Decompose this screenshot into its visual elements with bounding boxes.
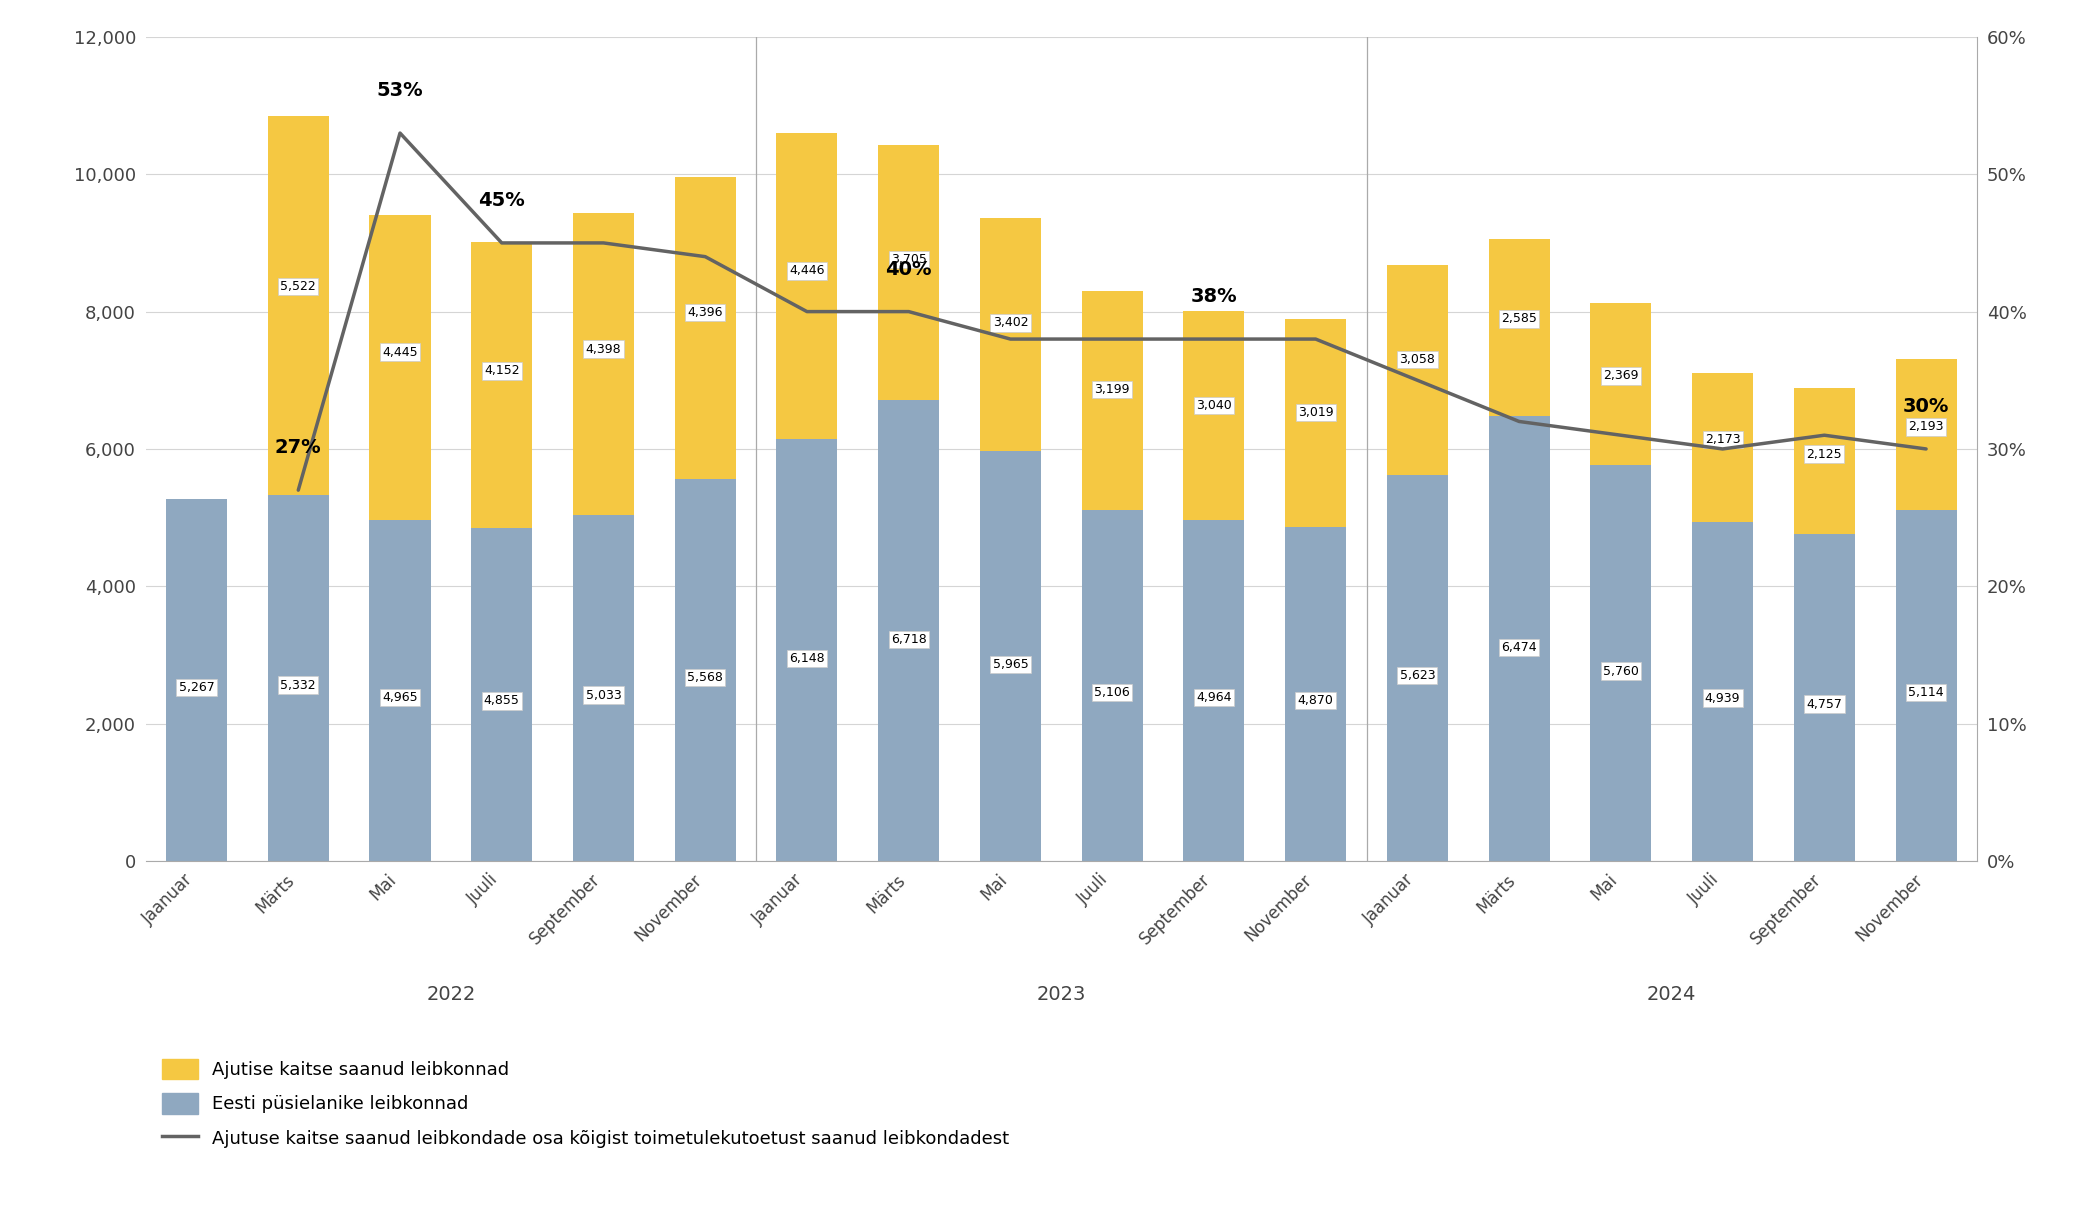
Bar: [776, 134, 837, 439]
Text: 5,760: 5,760: [1602, 664, 1640, 678]
Bar: [1896, 359, 1956, 509]
Bar: [1692, 373, 1752, 522]
Text: 2022: 2022: [427, 984, 477, 1004]
Text: 5,106: 5,106: [1095, 686, 1130, 699]
Bar: [878, 400, 939, 861]
Bar: [1896, 509, 1956, 861]
Bar: [1794, 534, 1854, 861]
Bar: [1082, 510, 1142, 861]
Bar: [1386, 264, 1448, 475]
Text: 3,199: 3,199: [1095, 383, 1130, 396]
Text: 3,705: 3,705: [891, 253, 926, 266]
Bar: [674, 177, 737, 478]
Text: 5,965: 5,965: [993, 658, 1028, 670]
Text: 27%: 27%: [275, 438, 323, 458]
Bar: [1692, 522, 1752, 861]
Text: 4,398: 4,398: [585, 343, 622, 355]
Text: 4,870: 4,870: [1299, 694, 1334, 707]
Bar: [1590, 303, 1652, 465]
Bar: [1386, 475, 1448, 861]
Bar: [572, 515, 635, 861]
Text: 6,718: 6,718: [891, 633, 926, 646]
Bar: [1184, 311, 1244, 520]
Bar: [1184, 520, 1244, 861]
Bar: [470, 528, 533, 861]
Text: 3,040: 3,040: [1197, 399, 1232, 412]
Text: 5,568: 5,568: [687, 670, 724, 684]
Text: 4,445: 4,445: [383, 346, 418, 359]
Text: 2,125: 2,125: [1806, 448, 1842, 460]
Text: 6,474: 6,474: [1500, 641, 1538, 654]
Text: 3,402: 3,402: [993, 316, 1028, 330]
Bar: [268, 116, 329, 494]
Text: 5,267: 5,267: [179, 681, 214, 694]
Bar: [878, 145, 939, 400]
Bar: [1590, 465, 1652, 861]
Bar: [776, 439, 837, 861]
Text: 5,332: 5,332: [281, 679, 316, 691]
Bar: [1286, 320, 1346, 526]
Text: 38%: 38%: [1190, 287, 1238, 306]
Text: 2,585: 2,585: [1500, 312, 1538, 325]
Text: 2,173: 2,173: [1704, 433, 1740, 446]
Text: 3,019: 3,019: [1299, 406, 1334, 419]
Bar: [572, 213, 635, 515]
Text: 4,152: 4,152: [485, 364, 520, 378]
Text: 4,939: 4,939: [1704, 691, 1740, 705]
Text: 30%: 30%: [1902, 397, 1950, 416]
Bar: [370, 520, 431, 861]
Text: 4,757: 4,757: [1806, 697, 1842, 711]
Bar: [1488, 417, 1550, 861]
Text: 4,855: 4,855: [483, 695, 520, 707]
Bar: [674, 478, 737, 861]
Text: 3,058: 3,058: [1398, 353, 1436, 365]
Bar: [1488, 239, 1550, 417]
Text: 2,193: 2,193: [1908, 421, 1944, 433]
Text: 4,446: 4,446: [789, 264, 824, 277]
Bar: [980, 451, 1040, 861]
Text: 5,623: 5,623: [1401, 669, 1436, 683]
Text: 2,369: 2,369: [1602, 369, 1638, 383]
Text: 53%: 53%: [377, 81, 422, 100]
Text: 5,522: 5,522: [281, 279, 316, 293]
Legend: Ajutise kaitse saanud leibkonnad, Eesti püsielanike leibkonnad, Ajutuse kaitse s: Ajutise kaitse saanud leibkonnad, Eesti …: [154, 1052, 1018, 1155]
Text: 2024: 2024: [1646, 984, 1696, 1004]
Bar: [1794, 389, 1854, 534]
Text: 5,033: 5,033: [585, 689, 622, 701]
Text: 4,964: 4,964: [1197, 691, 1232, 704]
Text: 5,114: 5,114: [1908, 686, 1944, 699]
Text: 45%: 45%: [479, 191, 524, 210]
Text: 4,965: 4,965: [383, 691, 418, 704]
Bar: [470, 242, 533, 528]
Bar: [166, 499, 227, 861]
Text: 6,148: 6,148: [789, 652, 824, 665]
Text: 4,396: 4,396: [687, 306, 722, 319]
Text: 40%: 40%: [884, 260, 932, 279]
Bar: [1082, 290, 1142, 510]
Bar: [1286, 526, 1346, 861]
Text: 2023: 2023: [1036, 984, 1086, 1004]
Bar: [268, 494, 329, 861]
Bar: [980, 218, 1040, 451]
Bar: [370, 215, 431, 520]
